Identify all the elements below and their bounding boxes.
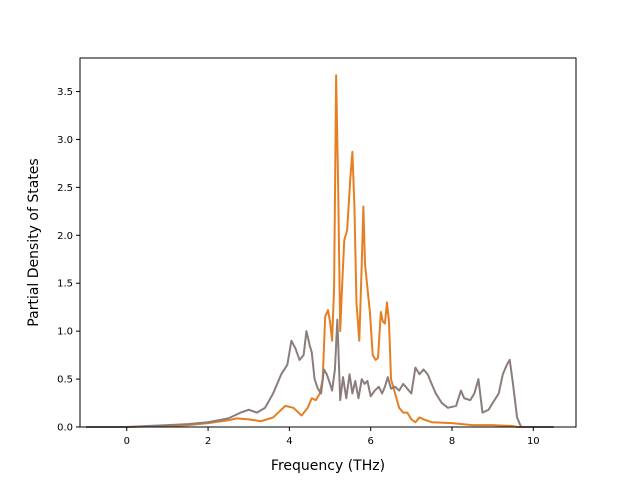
y-axis-ticks: 0.0 0.5 1.0 1.5 2.0 2.5 3.0 3.5 bbox=[57, 87, 80, 434]
y-tick-label: 1.5 bbox=[57, 279, 73, 290]
x-tick-label: 10 bbox=[527, 436, 540, 447]
y-tick-label: 3.0 bbox=[57, 135, 73, 146]
x-tick-label: 8 bbox=[449, 436, 455, 447]
y-tick-label: 2.0 bbox=[57, 231, 73, 242]
series-line-1 bbox=[86, 74, 554, 428]
x-axis-label: Frequency (THz) bbox=[271, 458, 385, 474]
x-tick-label: 4 bbox=[286, 436, 292, 447]
y-tick-label: 0.0 bbox=[57, 423, 73, 434]
y-tick-label: 0.5 bbox=[57, 375, 73, 386]
x-tick-label: 0 bbox=[124, 436, 130, 447]
axes-frame bbox=[79, 57, 577, 428]
series-line-2 bbox=[86, 318, 554, 428]
y-tick-label: 3.5 bbox=[57, 87, 73, 98]
x-tick-label: 6 bbox=[368, 436, 374, 447]
plot-layer bbox=[86, 74, 554, 428]
y-axis-label: Partial Density of States bbox=[26, 158, 42, 326]
x-axis-ticks: 0 2 4 6 8 10 bbox=[124, 427, 540, 447]
y-tick-label: 1.0 bbox=[57, 327, 73, 338]
x-tick-label: 2 bbox=[205, 436, 211, 447]
y-tick-label: 2.5 bbox=[57, 183, 73, 194]
